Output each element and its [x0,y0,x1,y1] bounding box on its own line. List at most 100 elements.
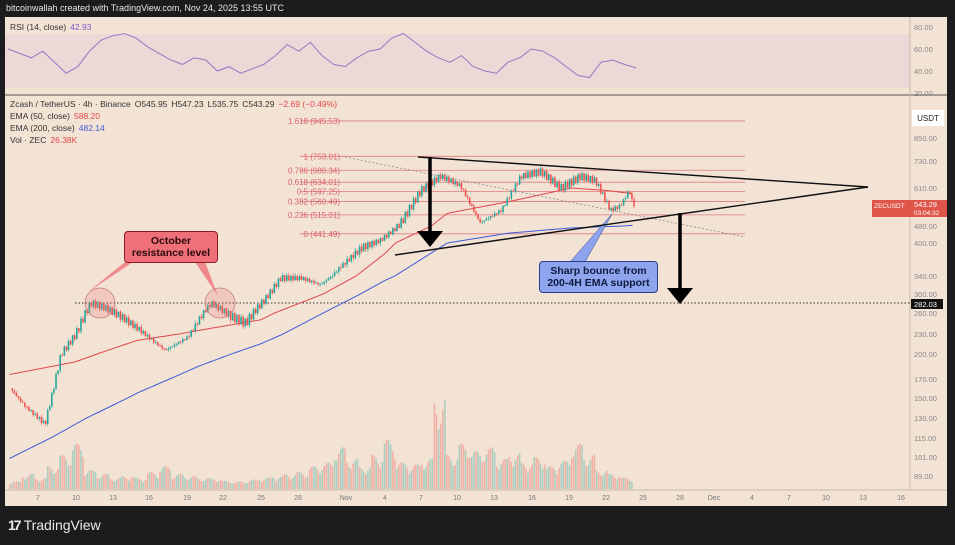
currency-button[interactable]: USDT [912,110,944,126]
volume-bar [319,473,321,489]
volume-bar [40,480,43,489]
volume-bar [564,460,567,489]
candle-body [321,283,323,285]
volume-bar [121,475,124,489]
volume-bar [273,478,276,489]
candle-body [558,181,560,191]
candle-body [525,172,527,178]
candle-body [63,346,66,356]
volume-bar [537,459,540,489]
candle-body [570,179,573,186]
candle-body [186,336,188,340]
candle-body [529,171,531,178]
volume-bar [140,480,143,489]
volume-bar [365,474,367,489]
volume-bar [373,455,375,489]
volume-bar [599,475,602,489]
candle-body [410,204,413,210]
volume-bar [458,445,461,489]
volume-bar [163,466,165,489]
volume-bar [481,461,484,489]
candle-body [73,335,76,340]
volume-bar [169,470,172,489]
volume-bar [352,463,355,489]
callout-pointer [195,262,218,296]
candle-body [620,204,623,206]
price-tick-label: 480.00 [914,222,937,231]
candle-body [402,218,405,223]
candle-body [244,318,247,327]
candle-body [358,246,361,255]
candle-body [213,301,215,308]
tradingview-logo[interactable]: 17 TradingView [8,517,101,533]
candle-body [337,267,340,272]
candle-body [583,173,585,181]
volume-bar [425,466,427,489]
volume-bar [281,475,284,489]
volume-bar [256,480,259,489]
volume-bar [17,481,20,489]
volume-bar [61,454,64,489]
volume-bar [177,474,180,489]
volume-bar [192,476,195,489]
candle-body [595,177,598,186]
volume-bar [9,484,12,489]
candle-body [458,183,461,186]
candle-body [354,250,357,258]
volume-bar [63,456,66,489]
ema200-label[interactable]: EMA (200, close) [10,123,75,133]
candle-body [498,210,500,215]
volume-bar [383,443,386,489]
volume-bar [477,452,479,489]
low-value: L535.75 [207,99,239,109]
candle-body [510,190,513,199]
volume-bar [558,468,560,489]
time-tick-label: 16 [145,495,153,502]
dashed-trendline [344,156,746,238]
volume-bar [182,474,184,489]
candle-body [161,345,163,349]
candle-body [308,278,311,283]
volume-bar [144,480,147,489]
vol-label[interactable]: Vol · ZEC [10,135,47,145]
candle-body [234,313,236,323]
volume-bar [219,480,222,489]
time-tick-label: 22 [602,495,610,502]
candle-body [238,314,240,325]
candle-body [30,410,32,412]
symbol-label[interactable]: Zcash / TetherUS · 4h · Binance [10,99,131,109]
ema50-label[interactable]: EMA (50, close) [10,111,70,121]
candle-body [98,302,101,310]
candle-body [537,169,540,176]
candle-body [362,243,365,252]
volume-bar [512,466,515,489]
candle-body [568,179,571,188]
volume-bar [396,468,398,489]
volume-bar [321,470,323,489]
time-tick-label: 28 [294,495,302,502]
candle-body [392,228,394,235]
volume-bar [261,482,263,489]
volume-bar [327,462,330,489]
upper-trendline [417,156,869,188]
volume-bar [614,478,617,489]
candle-body [394,228,396,232]
candle-body [277,278,280,288]
volume-bar [155,475,157,489]
volume-bar [416,464,419,489]
candle-body [633,199,635,207]
volume-bar [186,480,188,489]
volume-bar [456,459,459,489]
rsi-band [5,34,910,88]
volume-bar [466,457,469,489]
candle-body [119,311,122,320]
volume-bar [292,477,294,489]
candle-body [550,174,552,184]
candle-body [545,171,548,180]
volume-bar [213,479,215,489]
candle-body [76,328,78,340]
candle-body [350,254,353,262]
candle-body [547,174,550,180]
candle-body [441,174,444,180]
